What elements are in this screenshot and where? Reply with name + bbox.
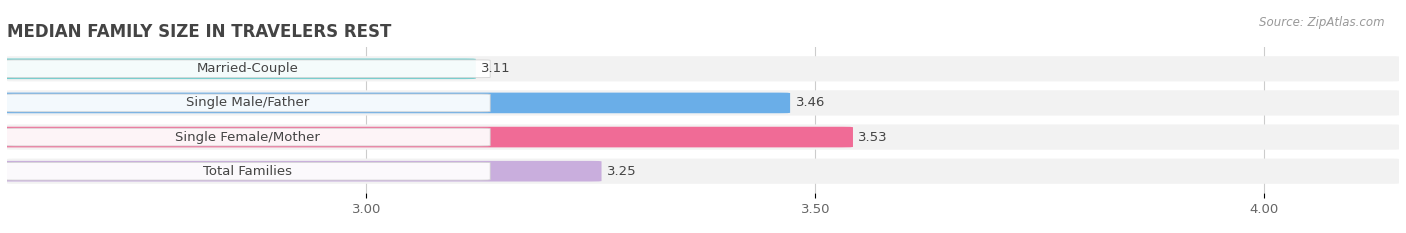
FancyBboxPatch shape (7, 90, 1399, 116)
FancyBboxPatch shape (6, 94, 491, 112)
Text: 3.46: 3.46 (796, 96, 825, 110)
Text: 3.11: 3.11 (481, 62, 510, 75)
FancyBboxPatch shape (0, 93, 790, 113)
FancyBboxPatch shape (7, 159, 1399, 184)
Text: Total Families: Total Families (204, 165, 292, 178)
FancyBboxPatch shape (6, 128, 491, 146)
FancyBboxPatch shape (6, 162, 491, 180)
Text: Source: ZipAtlas.com: Source: ZipAtlas.com (1260, 16, 1385, 29)
Text: 3.53: 3.53 (858, 130, 889, 144)
Text: Single Male/Father: Single Male/Father (186, 96, 309, 110)
Text: Married-Couple: Married-Couple (197, 62, 298, 75)
FancyBboxPatch shape (0, 127, 853, 147)
FancyBboxPatch shape (7, 56, 1399, 81)
Text: MEDIAN FAMILY SIZE IN TRAVELERS REST: MEDIAN FAMILY SIZE IN TRAVELERS REST (7, 23, 391, 41)
Text: 3.25: 3.25 (607, 165, 637, 178)
FancyBboxPatch shape (6, 60, 491, 78)
Text: Single Female/Mother: Single Female/Mother (176, 130, 321, 144)
FancyBboxPatch shape (7, 124, 1399, 150)
FancyBboxPatch shape (0, 161, 602, 182)
FancyBboxPatch shape (0, 58, 475, 79)
